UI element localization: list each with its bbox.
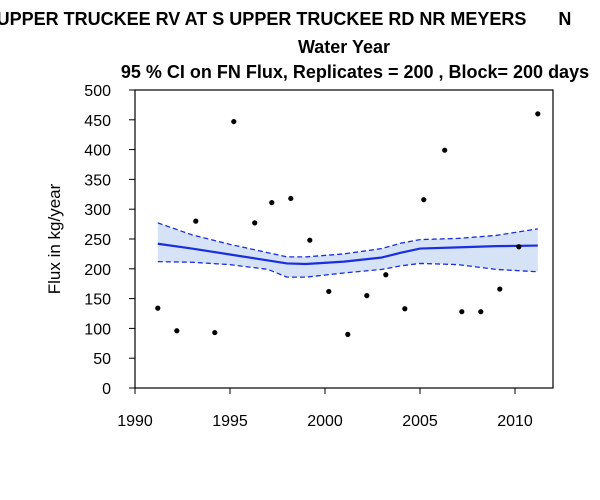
data-point xyxy=(402,306,408,312)
data-point xyxy=(269,200,275,206)
data-point xyxy=(212,329,218,336)
data-point xyxy=(307,237,313,243)
y-tick-label: 400 xyxy=(84,143,111,160)
chart-title-text: UPPER TRUCKEE RV AT S UPPER TRUCKEE RD N… xyxy=(0,9,527,29)
y-tick-label: 0 xyxy=(102,381,111,398)
data-point xyxy=(231,118,237,125)
data-point xyxy=(459,309,465,315)
data-point xyxy=(383,272,389,278)
chart-subtitle: Water Year xyxy=(297,37,391,57)
x-tick-label: 1990 xyxy=(117,413,153,430)
y-tick-label: 200 xyxy=(84,262,111,279)
x-tick-label: 2000 xyxy=(307,413,343,430)
data-point xyxy=(345,331,351,337)
data-point xyxy=(421,197,427,203)
y-tick-label: 250 xyxy=(84,232,111,249)
y-tick-label: 500 xyxy=(84,83,111,100)
data-point xyxy=(174,328,180,334)
chart-title-trailing: N xyxy=(558,9,572,29)
data-point xyxy=(516,244,522,250)
data-point xyxy=(288,195,294,202)
data-point xyxy=(497,286,503,292)
y-tick-label: 150 xyxy=(84,292,111,309)
data-point xyxy=(478,309,484,315)
data-point xyxy=(326,288,332,295)
y-tick-label: 50 xyxy=(93,351,111,368)
ci-upper-line xyxy=(157,222,538,258)
data-point xyxy=(535,111,541,117)
data-point xyxy=(193,218,199,224)
plot-region: 0 50 100 150 200 250 300 350 400 450 500 1990 1995 20… xyxy=(45,83,554,430)
flux-trend-line xyxy=(157,242,538,266)
x-tick-label: 2010 xyxy=(497,413,533,430)
y-tick-label: 300 xyxy=(84,202,111,219)
y-tick-label: 100 xyxy=(84,321,111,338)
data-point xyxy=(155,305,161,311)
chart-subtitle-ci: 95 % CI on FN Flux, Replicates = 200 , B… xyxy=(120,62,590,82)
data-point xyxy=(252,220,258,226)
x-tick-label: 1995 xyxy=(212,413,248,430)
data-point xyxy=(442,147,448,153)
y-tick-label: 450 xyxy=(84,113,111,130)
y-axis-title: Flux in kg/year xyxy=(45,183,64,294)
data-point xyxy=(364,293,370,299)
y-tick-label: 350 xyxy=(84,172,111,189)
chart-title: UPPER TRUCKEE RV AT S UPPER TRUCKEE RD N… xyxy=(0,9,584,29)
ci-lower-line xyxy=(157,260,538,278)
x-tick-label: 2005 xyxy=(402,413,438,430)
ci-band xyxy=(157,222,538,278)
